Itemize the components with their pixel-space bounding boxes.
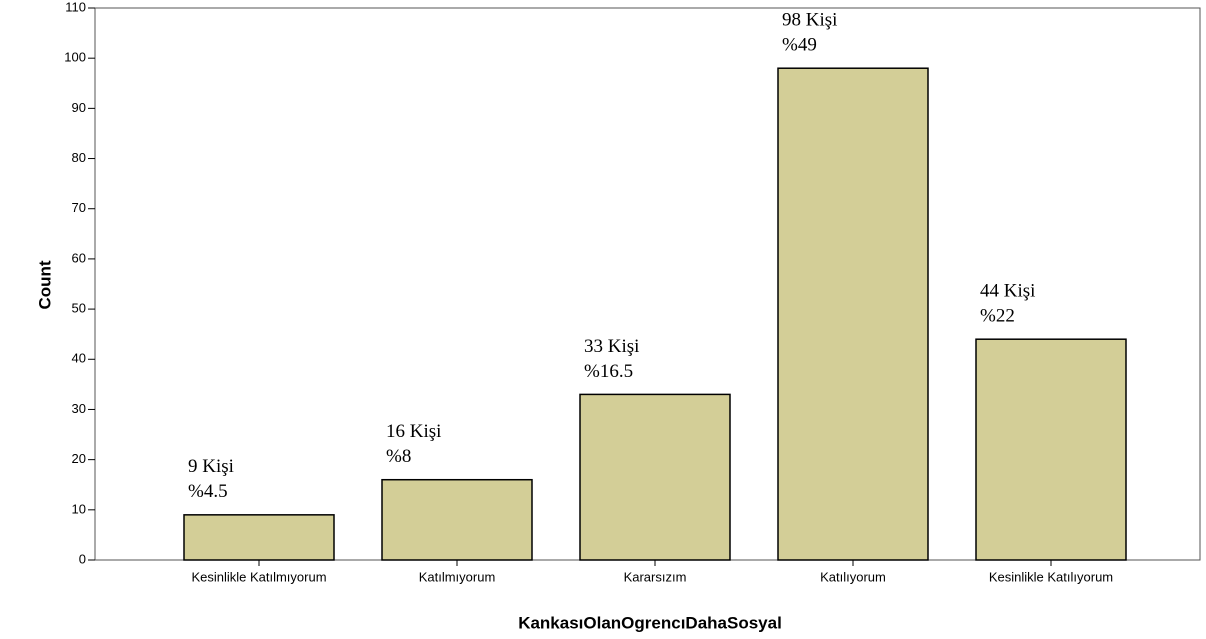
x-tick-label: Katılmıyorum: [419, 569, 496, 584]
data-label: 16 Kişi: [386, 421, 441, 442]
percent-label: %4.5: [188, 481, 228, 502]
x-tick-label: Kesinlikle Katılıyorum: [989, 569, 1113, 584]
y-tick-label: 20: [72, 451, 86, 466]
data-label: 33 Kişi: [584, 336, 639, 357]
bar: [381, 478, 533, 561]
y-tick-label: 70: [72, 200, 86, 215]
y-tick-label: 90: [72, 100, 86, 115]
y-tick-label: 40: [72, 351, 86, 366]
percent-label: %8: [386, 446, 411, 467]
y-tick-label: 110: [65, 0, 86, 14]
y-tick-label: 30: [72, 401, 86, 416]
bar: [777, 67, 929, 561]
data-label: 9 Kişi: [188, 456, 234, 477]
x-tick-label: Katılıyorum: [820, 569, 886, 584]
bar: [975, 338, 1127, 561]
y-tick-label: 60: [72, 250, 86, 265]
bar: [579, 393, 731, 561]
y-tick-label: 50: [72, 301, 86, 316]
y-tick-label: 0: [79, 551, 86, 566]
x-tick-label: Kesinlikle Katılmıyorum: [191, 569, 326, 584]
percent-label: %49: [782, 35, 817, 56]
y-tick-label: 100: [64, 50, 86, 65]
bar: [183, 514, 335, 561]
y-tick-label: 80: [72, 150, 86, 165]
x-axis-title: KankasıOlanOgrencıDahaSosyal: [518, 613, 782, 632]
x-tick-label: Kararsızım: [624, 569, 687, 584]
percent-label: %16.5: [584, 361, 633, 382]
data-label: 98 Kişi: [782, 10, 837, 31]
y-axis-title: Count: [35, 260, 54, 309]
percent-label: %22: [980, 306, 1015, 327]
data-label: 44 Kişi: [980, 281, 1035, 302]
y-tick-label: 10: [72, 501, 86, 516]
